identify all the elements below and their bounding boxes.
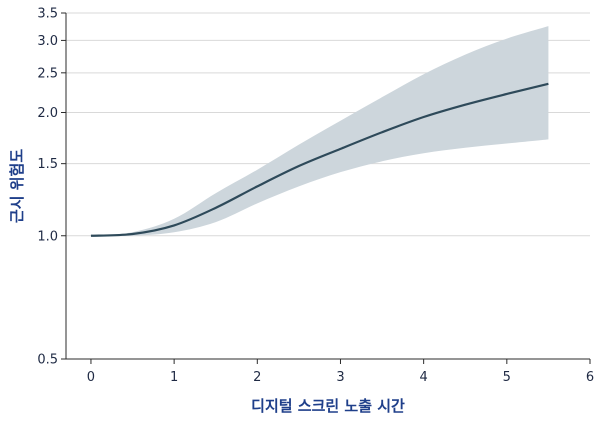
x-tick-label: 6 xyxy=(586,370,594,385)
y-tick-label: 3.0 xyxy=(37,34,58,49)
y-tick-label: 2.0 xyxy=(37,106,58,121)
x-tick-label: 1 xyxy=(170,370,178,385)
x-tick-label: 0 xyxy=(87,370,95,385)
x-axis-title: 디지털 스크린 노출 시간 xyxy=(251,397,405,415)
x-tick-label: 2 xyxy=(253,370,261,385)
series-line xyxy=(90,82,549,237)
confidence-band xyxy=(90,26,549,237)
y-tick-label: 1.5 xyxy=(37,157,58,172)
y-axis-title: 근시 위험도 xyxy=(8,149,26,223)
tick-layer: 0.5 1.0 1.5 2.0 2.5 3.0 3.5 0 1 2 3 4 5 6 xyxy=(37,7,594,386)
x-tick-label: 3 xyxy=(336,370,344,385)
line-layer xyxy=(90,82,549,237)
y-tick-label: 0.5 xyxy=(37,353,58,368)
axis-layer xyxy=(65,13,590,360)
x-tick-label: 5 xyxy=(503,370,511,385)
band-layer xyxy=(90,26,549,237)
x-tick-label: 4 xyxy=(420,370,428,385)
y-tick-label: 2.5 xyxy=(37,66,58,81)
y-tick-label: 3.5 xyxy=(37,7,58,22)
y-tick-label: 1.0 xyxy=(37,229,58,244)
